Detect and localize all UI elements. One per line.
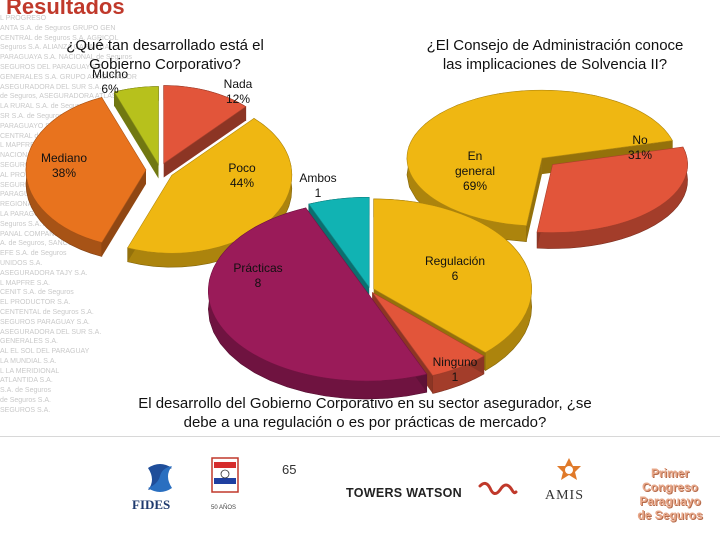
background-text-line: UNIDOS S.A. bbox=[0, 259, 43, 267]
background-text-line: LA MUNDIAL S.A. bbox=[0, 357, 57, 365]
pie-slice-wall bbox=[526, 158, 542, 242]
congreso-line: de Seguros bbox=[637, 508, 703, 522]
background-text-line: LA PARAGUAYA S.A. bbox=[0, 210, 67, 218]
pie-slice-no bbox=[536, 146, 688, 233]
pie-chart-2: No 31% En general 69% bbox=[406, 89, 688, 249]
pie-slice-label: Mucho 6% bbox=[92, 67, 128, 96]
anniversary-logo bbox=[211, 457, 239, 493]
fides-logo bbox=[148, 464, 172, 492]
background-text-line: PARAGUAYA S.A. NACIONAL de Seguros bbox=[0, 54, 133, 62]
background-text-line: REGIONAL S.A. bbox=[0, 201, 52, 209]
background-text-line: AL EL SOL DEL PARAGUAY bbox=[0, 348, 90, 356]
pie-slice-regulación bbox=[373, 198, 532, 353]
pie-slice-wall bbox=[114, 91, 159, 179]
pie-slice-label: Ninguno 1 bbox=[433, 355, 478, 384]
pie-slice-ambos bbox=[308, 196, 370, 289]
background-text-line: CENIT S.A. de Seguros bbox=[0, 289, 74, 297]
background-text-line: L PROGRESO bbox=[0, 15, 47, 22]
background-text-line: SR S.A. de Seguros, GRUPO GEN bbox=[0, 112, 110, 120]
pie-slice-wall bbox=[101, 170, 146, 257]
towers-watson-mark-icon bbox=[478, 481, 518, 495]
pie-slice-label: Nada 12% bbox=[224, 77, 253, 106]
background-text-line: A. de Seguros, SANCOR bbox=[0, 240, 79, 248]
background-text-line: ATLANTIDA S.A. bbox=[0, 377, 53, 385]
background-text-line: L LA MERIDIONAL bbox=[0, 367, 60, 375]
background-text-line: Seguros S.A. ATLAS bbox=[0, 220, 65, 228]
congreso-logo-text: Primer Congreso Paraguayo de Seguros bbox=[620, 466, 720, 522]
background-text-line: Seguros S.A. ALIANZA GARANTIA bbox=[0, 44, 110, 52]
pie-slice-nada bbox=[163, 85, 247, 165]
background-text-line: SEGUROS PARAGUAY S.A. bbox=[0, 318, 90, 326]
background-text-line: LA RURAL S.A. de Seguros bbox=[0, 103, 87, 111]
pie-slice-label: En general 69% bbox=[455, 149, 495, 193]
pie-slice-en-general bbox=[406, 89, 673, 227]
pie-slice-mucho bbox=[113, 86, 159, 166]
background-text-line: ANTA S.A. de Seguros GRUPO GEN bbox=[0, 24, 116, 32]
background-text-line: PARAGUAYO S.A. bbox=[0, 122, 59, 130]
background-text-line: de Seguros, ASEGURADORA ATLAS S.A. bbox=[0, 93, 132, 101]
background-text-line: PANAL COMPAÑIA bbox=[0, 230, 61, 238]
amis-label: AMIS bbox=[545, 488, 585, 503]
background-text-line: CENTENTAL de Seguros S.A. bbox=[0, 308, 94, 316]
footer-divider bbox=[0, 436, 720, 437]
pie-slice-label: Poco 44% bbox=[228, 161, 256, 190]
background-text-line: EL PRODUCTOR S.A. bbox=[0, 299, 71, 307]
congreso-line: Primer bbox=[650, 466, 690, 480]
pie-slice-label: Mediano 38% bbox=[41, 151, 87, 180]
background-text-line: CENTRAL de Seguros S.A. AGRICOL bbox=[0, 34, 119, 42]
background-text-line: GENERALES S.A. bbox=[0, 338, 58, 346]
slide-title: Resultados bbox=[6, 0, 125, 19]
anniversary-label: 50 AÑOS bbox=[211, 505, 237, 511]
pie-slice-label: Regulación 6 bbox=[425, 254, 485, 283]
chart2-title: ¿El Consejo de Administración conoce las… bbox=[426, 37, 684, 73]
pie-slice-ninguno bbox=[371, 292, 485, 376]
background-text-line: SEGUROS DEL PARAGUAY S.A. bbox=[0, 63, 106, 71]
background-text-line: ASEGURADORA TAJY S.A. bbox=[0, 269, 88, 277]
towers-watson-logo: TOWERS WATSON bbox=[346, 486, 462, 500]
background-text-line: SEGUROS S.A. bbox=[0, 406, 51, 414]
congreso-line: Congreso bbox=[641, 480, 698, 494]
fides-label: FIDES bbox=[132, 497, 171, 512]
background-text-line: EFE S.A. de Seguros bbox=[0, 250, 67, 258]
page-number: 65 bbox=[282, 462, 297, 477]
background-text-line: L MAPFRE S.A. bbox=[0, 279, 50, 287]
background-text-line: S.A. de Seguros bbox=[0, 387, 51, 395]
pie-slice-wall bbox=[163, 106, 246, 178]
chart3-title: El desarrollo del Gobierno Corporativo e… bbox=[138, 395, 592, 431]
amis-logo bbox=[557, 458, 581, 480]
background-text-line: ASEGURADORA DEL SUR S.A. bbox=[0, 83, 102, 91]
pie-chart-3: Regulación 6 Ninguno 1 Prácticas 8 Ambos 1 bbox=[208, 171, 532, 400]
pie-slice-prácticas bbox=[208, 207, 428, 382]
pie-slice-label: No 31% bbox=[628, 133, 652, 162]
pie-slice-poco bbox=[127, 118, 293, 254]
chart1-title: ¿Qué tan desarrollado está el Gobierno C… bbox=[66, 37, 264, 73]
pie-slice-label: Ambos 1 bbox=[299, 171, 336, 200]
background-text-line: de Seguros S.A. bbox=[0, 397, 51, 405]
background-text-line: GENERALES S.A. GRUPO ASEGURADOR bbox=[0, 73, 137, 81]
pie-chart-1: Nada 12% Poco 44% Mediano 38% Mucho 6% bbox=[25, 67, 293, 268]
pie-slice-mediano bbox=[25, 97, 147, 243]
congreso-line: Paraguayo bbox=[639, 494, 701, 508]
pie-slice-label: Prácticas 8 bbox=[233, 261, 282, 290]
background-text-line: ASEGURADORA DEL SUR S.A. bbox=[0, 328, 102, 336]
